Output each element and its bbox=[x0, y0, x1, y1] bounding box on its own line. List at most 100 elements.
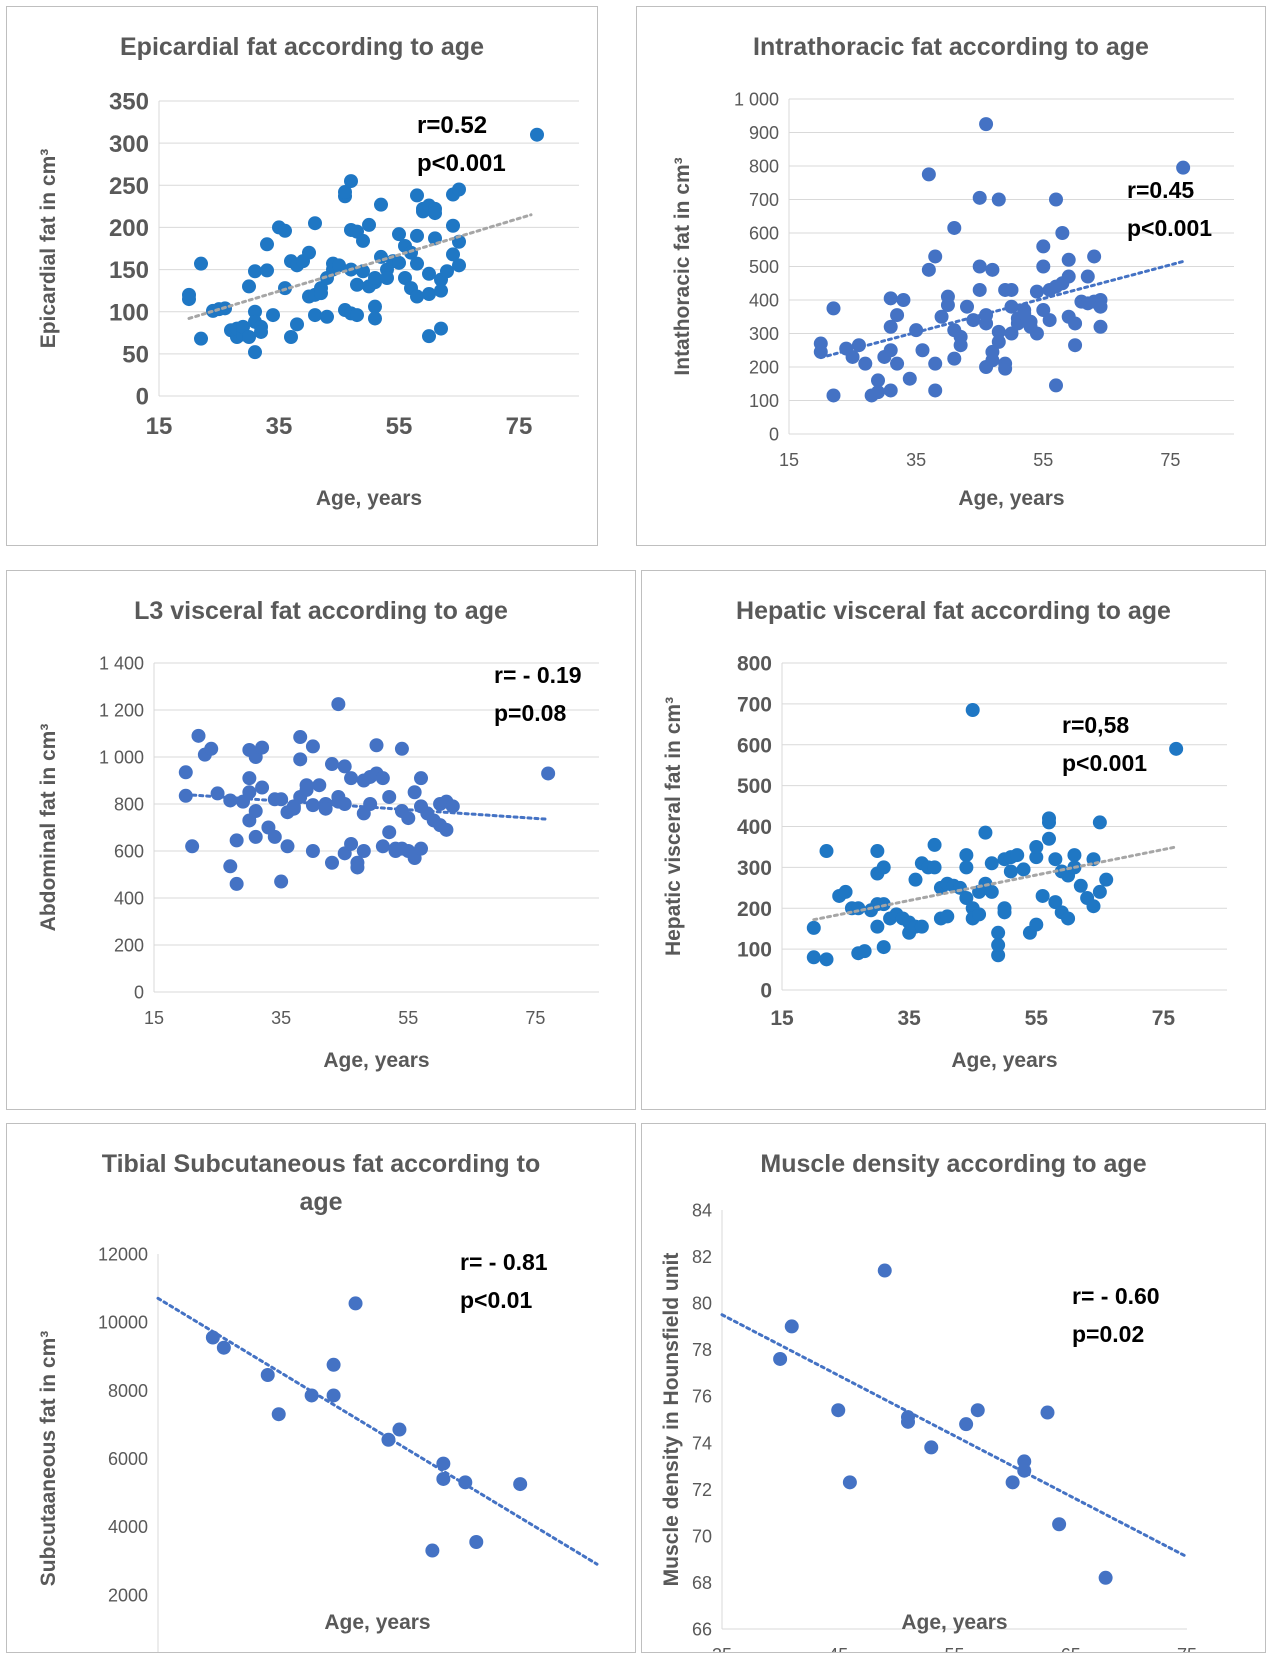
data-point bbox=[842, 1475, 857, 1490]
data-point bbox=[914, 919, 929, 934]
data-point bbox=[1176, 160, 1191, 175]
data-point bbox=[921, 262, 936, 277]
data-point bbox=[314, 286, 328, 301]
y-axis-title: Subcutaaneous fat in cm³ bbox=[37, 1331, 60, 1587]
data-point bbox=[242, 785, 257, 800]
data-point bbox=[991, 324, 1006, 339]
data-point bbox=[890, 356, 905, 371]
y-tick-label: 200 bbox=[749, 357, 779, 377]
data-point bbox=[1004, 326, 1019, 341]
trendline bbox=[819, 259, 1185, 360]
data-point bbox=[1055, 226, 1070, 240]
chart-l3-visceral-fat: L3 visceral fat according to age 0 200 400 6… bbox=[6, 570, 636, 1110]
y-axis-title: Muscle density in Hounsfield unit bbox=[660, 1253, 683, 1587]
data-point bbox=[915, 343, 930, 358]
x-axis-title: Age, years bbox=[316, 487, 422, 510]
data-point bbox=[326, 1357, 341, 1372]
y-tick-label: 150 bbox=[109, 257, 149, 284]
data-point bbox=[302, 245, 316, 260]
data-point bbox=[348, 1296, 363, 1311]
y-tick-label: 800 bbox=[737, 653, 772, 676]
data-point bbox=[350, 277, 364, 292]
data-point bbox=[870, 844, 885, 859]
data-point bbox=[375, 771, 390, 786]
data-point bbox=[1048, 895, 1063, 910]
data-point bbox=[401, 811, 416, 826]
data-point bbox=[831, 1403, 846, 1418]
data-point bbox=[434, 283, 448, 298]
y-tick-label: 76 bbox=[692, 1387, 712, 1407]
data-point bbox=[901, 1414, 915, 1429]
y-axis-title: Hepatic visceral fat in cm³ bbox=[662, 697, 685, 956]
x-tick-label: 35 bbox=[712, 1645, 732, 1652]
data-point bbox=[260, 263, 274, 278]
x-tick-label: 75 bbox=[1152, 1007, 1176, 1030]
x-tick-label: 55 bbox=[398, 1008, 418, 1028]
chart-svg: Tibial Subcutaneous fat according toage0… bbox=[37, 1150, 599, 1652]
y-tick-label: 200 bbox=[737, 898, 772, 921]
data-point bbox=[452, 182, 466, 197]
data-point bbox=[337, 759, 352, 774]
data-point bbox=[940, 298, 955, 313]
data-point bbox=[439, 822, 454, 837]
trendline bbox=[184, 793, 550, 821]
x-tick-label: 75 bbox=[1177, 1645, 1197, 1652]
data-point bbox=[826, 301, 841, 316]
data-point bbox=[425, 1543, 440, 1558]
data-point bbox=[229, 833, 244, 848]
data-point bbox=[260, 237, 274, 252]
chart-tibial-subcutaneous-fat: Tibial Subcutaneous fat according toage0… bbox=[6, 1123, 636, 1653]
trendline bbox=[812, 845, 1178, 922]
data-point bbox=[414, 771, 428, 786]
data-point bbox=[320, 309, 334, 324]
trendline bbox=[156, 1296, 599, 1566]
data-point bbox=[194, 256, 208, 271]
x-tick-label: 75 bbox=[506, 413, 533, 440]
data-point bbox=[1042, 811, 1056, 826]
data-point bbox=[260, 1367, 275, 1382]
data-point bbox=[375, 839, 390, 854]
data-point bbox=[806, 950, 821, 965]
y-tick-label: 700 bbox=[749, 190, 779, 210]
data-point bbox=[1042, 831, 1056, 846]
data-point bbox=[773, 1351, 788, 1366]
data-point bbox=[1099, 872, 1114, 887]
data-point bbox=[813, 344, 828, 359]
data-point bbox=[984, 856, 999, 871]
chart-svg: Intrathoracic fat according to age 0 100 20… bbox=[671, 33, 1234, 510]
data-point bbox=[876, 940, 891, 955]
data-point bbox=[326, 1388, 341, 1403]
data-point bbox=[236, 319, 250, 334]
data-point bbox=[182, 292, 196, 307]
correlation-annotation: r= - 0.19 bbox=[494, 662, 582, 688]
data-point bbox=[928, 383, 943, 398]
data-point bbox=[985, 262, 1000, 277]
correlation-annotation: p<0.01 bbox=[460, 1287, 532, 1313]
y-tick-label: 900 bbox=[749, 123, 779, 143]
data-point bbox=[410, 289, 424, 304]
data-point bbox=[293, 752, 308, 767]
data-point bbox=[1029, 917, 1044, 932]
data-point bbox=[819, 844, 834, 859]
data-point bbox=[883, 291, 898, 306]
y-tick-label: 74 bbox=[692, 1433, 712, 1453]
data-point bbox=[1049, 192, 1063, 207]
data-point bbox=[928, 249, 943, 264]
x-tick-label: 15 bbox=[146, 413, 173, 440]
data-point bbox=[434, 321, 448, 336]
y-tick-label: 80 bbox=[692, 1294, 712, 1314]
data-point bbox=[1098, 1570, 1113, 1585]
data-point bbox=[972, 282, 987, 297]
data-point bbox=[1048, 852, 1063, 867]
data-point bbox=[883, 343, 898, 358]
data-point bbox=[422, 266, 436, 281]
y-tick-label: 100 bbox=[109, 299, 149, 326]
data-point bbox=[337, 797, 352, 811]
y-tick-label: 800 bbox=[114, 794, 144, 814]
data-point bbox=[972, 259, 987, 274]
data-point bbox=[1061, 911, 1076, 926]
data-point bbox=[178, 765, 193, 780]
y-tick-label: 12000 bbox=[98, 1244, 148, 1264]
data-point bbox=[271, 1407, 286, 1422]
chart-title: Tibial Subcutaneous fat according to bbox=[102, 1150, 540, 1178]
